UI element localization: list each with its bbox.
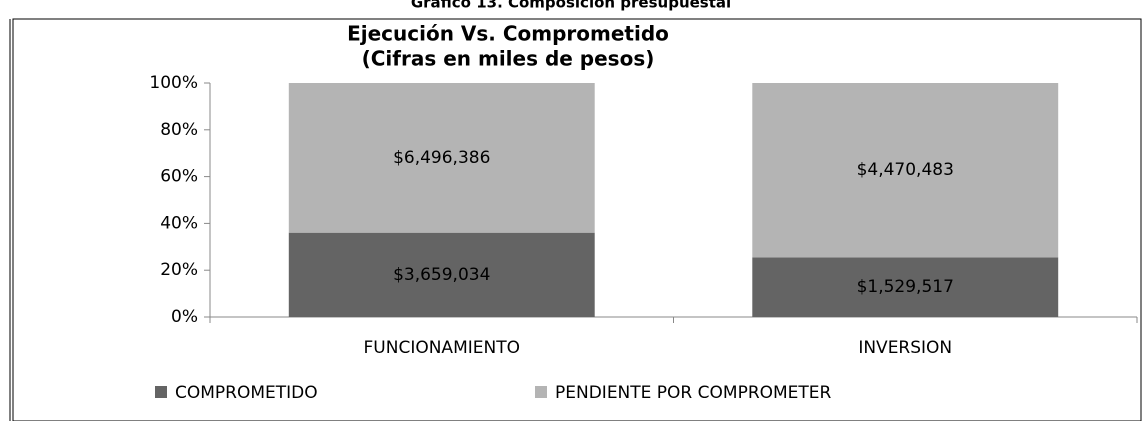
bar-segment: [288, 232, 595, 317]
bar-segment: [752, 83, 1059, 258]
y-tick-label: 80%: [160, 120, 198, 140]
data-label: $3,659,034: [393, 265, 490, 285]
caption: Gráfico 13. Composición presupuestal: [411, 0, 731, 12]
y-tick-label: 60%: [160, 167, 198, 187]
x-tick-label: FUNCIONAMIENTO: [364, 338, 520, 358]
bar-segment: [288, 83, 595, 233]
x-tick-label: INVERSION: [858, 338, 952, 358]
y-tick-label: 20%: [160, 260, 198, 280]
data-label: $1,529,517: [857, 277, 954, 297]
y-tick-label: 40%: [160, 213, 198, 233]
legend-label: COMPROMETIDO: [175, 383, 318, 403]
data-label: $4,470,483: [857, 160, 954, 180]
legend-swatch: [155, 386, 167, 398]
y-tick-label: 0%: [171, 307, 198, 327]
bar-segment: [752, 257, 1059, 317]
chart-subtitle: (Cifras en miles de pesos): [362, 47, 655, 71]
y-tick-label: 100%: [149, 73, 198, 93]
data-label: $6,496,386: [393, 148, 490, 168]
chart-title: Ejecución Vs. Comprometido: [347, 22, 669, 46]
legend-swatch: [535, 386, 547, 398]
legend-label: PENDIENTE POR COMPROMETER: [555, 383, 832, 403]
